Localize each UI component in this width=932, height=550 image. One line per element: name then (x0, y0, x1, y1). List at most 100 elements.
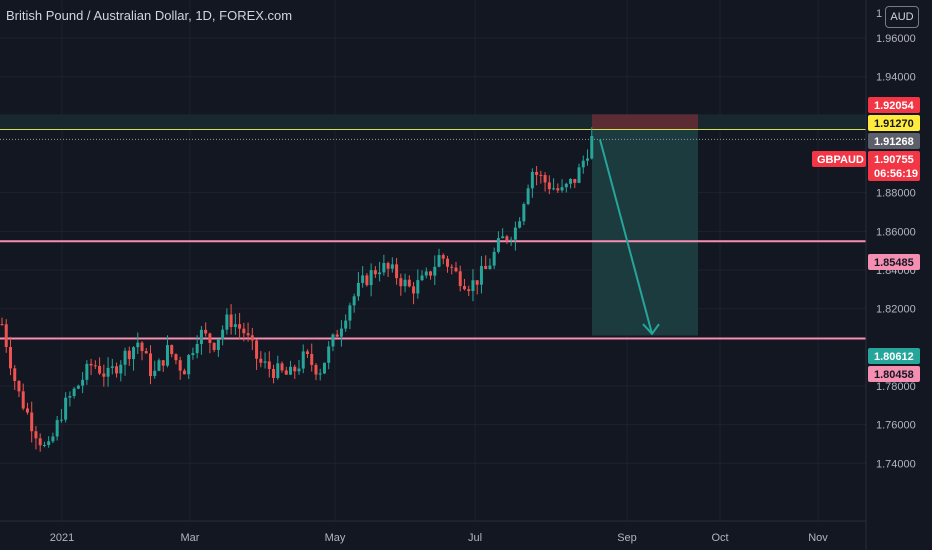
candle-body (34, 431, 38, 439)
candle-body (51, 436, 55, 442)
candle-body (140, 342, 144, 352)
time-axis: 2021 Mar May Jul Sep Oct Nov (50, 532, 829, 544)
time-tick-label: Jul (468, 532, 482, 544)
candle-body (13, 368, 17, 381)
candle-body (586, 158, 590, 161)
candle-body (318, 373, 322, 375)
candle-body (386, 263, 390, 269)
countdown-tag (868, 165, 920, 181)
candle-body (378, 272, 382, 275)
candle-body (552, 188, 556, 190)
candle-body (581, 160, 585, 168)
price-tag-label: 1.80458 (874, 369, 914, 381)
candle-body (255, 340, 259, 359)
candle-body (390, 264, 394, 269)
candle-body (373, 270, 377, 275)
candle-body (505, 236, 509, 241)
candle-body (123, 350, 127, 365)
candle-body (216, 339, 220, 350)
candle-body (153, 370, 157, 377)
price-tags: 1.92054 1.91270 1.91268 1.90755 1.85485 1.806… (812, 97, 920, 382)
candles (0, 127, 594, 452)
candle-body (556, 188, 560, 191)
candle-body (314, 364, 318, 375)
arrow-shaft (599, 139, 653, 335)
candle-body (25, 408, 29, 413)
candle-body (208, 333, 212, 343)
candle-body (144, 351, 148, 354)
price-tag-label: 1.91268 (874, 136, 914, 148)
candle-body (132, 347, 136, 360)
price-tick-label: 1.76000 (876, 420, 916, 432)
candle-body (365, 275, 369, 286)
candle-body (195, 344, 199, 354)
horizontal-levels (0, 128, 866, 340)
candle-body (441, 255, 445, 259)
candle-body (157, 360, 161, 371)
candle-body (106, 367, 110, 377)
candle-body (361, 275, 365, 283)
candle-body (89, 363, 93, 366)
candle-body (488, 265, 492, 269)
candle-body (560, 187, 564, 191)
candle-body (539, 174, 543, 176)
candle-body (233, 324, 237, 327)
candle-body (8, 347, 12, 369)
price-tick-label: 1.96000 (876, 33, 916, 45)
candle-body (182, 370, 186, 375)
candle-body (149, 353, 152, 377)
price-tag (868, 97, 920, 113)
candle-body (242, 328, 246, 334)
currency-selector[interactable]: AUD (885, 6, 919, 28)
candle-body (119, 364, 123, 374)
chart-title: British Pound / Australian Dollar, 1D, F… (6, 8, 293, 23)
candle-body (272, 368, 276, 378)
candle-body (246, 333, 250, 336)
candle-body (85, 363, 89, 380)
countdown-label: 06:56:19 (874, 168, 918, 180)
candle-body (115, 366, 119, 374)
price-tag (868, 366, 920, 382)
candle-body (322, 362, 326, 374)
candle-body (492, 251, 496, 266)
candle-body (221, 329, 225, 340)
candle-body (212, 342, 216, 350)
time-tick-label: Nov (808, 532, 828, 544)
candle-body (98, 365, 102, 374)
candle-body (204, 329, 208, 334)
candle-body (475, 280, 479, 285)
candle-body (501, 236, 505, 239)
candle-body (331, 334, 335, 347)
price-tag (868, 151, 920, 167)
candle-body (280, 363, 284, 371)
candle-body (535, 171, 539, 175)
candle-body (467, 289, 471, 292)
candle-body (399, 278, 403, 287)
candle-body (509, 239, 513, 241)
price-tag (868, 254, 920, 270)
time-tick-label: Mar (181, 532, 200, 544)
candle-body (0, 324, 4, 326)
candle-body (339, 328, 343, 337)
candle-body (276, 363, 280, 378)
price-tag-label: 1.80612 (874, 351, 914, 363)
candle-body (47, 441, 51, 446)
candle-body (102, 373, 106, 377)
candle-body (526, 188, 530, 205)
candle-body (305, 351, 309, 354)
candle-body (289, 366, 293, 375)
candle-body (76, 385, 80, 389)
candle-body (225, 314, 229, 330)
candle-body (72, 388, 76, 397)
candle-body (161, 360, 165, 366)
candle-body (547, 182, 551, 190)
candle-body (335, 334, 339, 337)
candle-body (68, 396, 72, 398)
candle-body (403, 279, 407, 287)
candle-body (395, 264, 399, 279)
candle-body (530, 171, 534, 189)
price-tick-label: 1.82000 (876, 304, 916, 316)
time-tick-label: Oct (711, 532, 728, 544)
candle-body (569, 178, 573, 184)
